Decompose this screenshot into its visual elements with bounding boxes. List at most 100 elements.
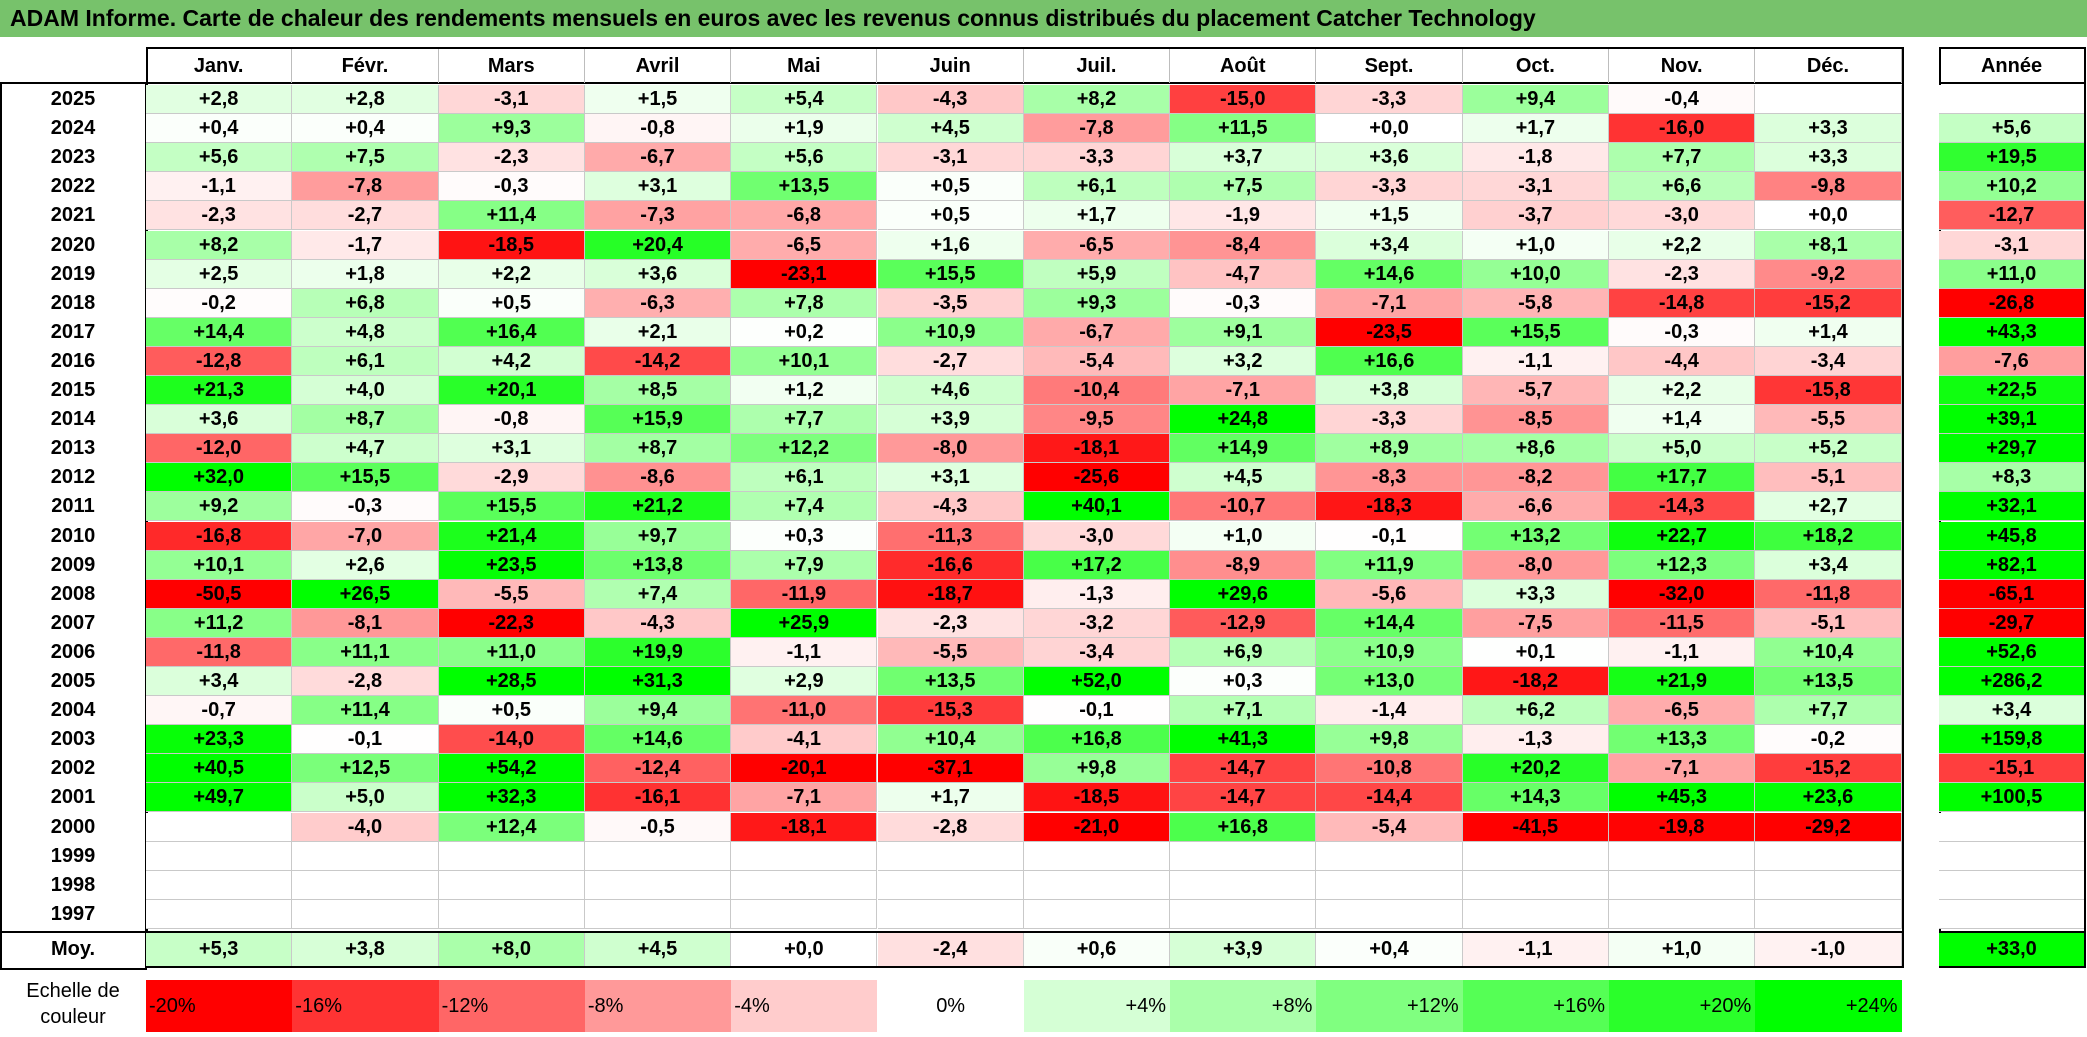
year-label: 2024 — [50, 117, 96, 140]
heatmap-cell: +9,3 — [1023, 288, 1171, 318]
heatmap-cell: -21,0 — [1023, 812, 1171, 842]
heatmap-cell: +40,5 — [146, 754, 293, 784]
month-header: Août — [1170, 49, 1317, 83]
heatmap-cell: -0,2 — [146, 288, 293, 318]
heatmap-cell: -5,5 — [438, 579, 585, 609]
heatmap-cell — [584, 841, 732, 871]
heatmap-cell: -18,5 — [1023, 783, 1171, 813]
annual-cell: -26,8 — [1939, 288, 2084, 318]
heatmap-cell: +7,5 — [1170, 172, 1317, 202]
heatmap-cell: -14,0 — [438, 725, 585, 755]
heatmap-cell: +15,5 — [877, 259, 1024, 289]
heatmap-cell: +21,4 — [438, 521, 585, 551]
heatmap-cell — [584, 899, 732, 929]
heatmap-cell — [1023, 870, 1171, 900]
heatmap-cell: +13,8 — [584, 550, 732, 580]
heatmap-cell: +11,4 — [438, 201, 585, 231]
heatmap-cell: +3,6 — [1316, 143, 1463, 173]
month-header: Avril — [585, 49, 732, 83]
heatmap-cell: +32,0 — [146, 463, 293, 493]
scale-step: +4% — [1023, 980, 1171, 1032]
heatmap-cell: +9,4 — [1462, 85, 1609, 115]
header-separator-annual — [1939, 82, 2084, 84]
heatmap-cell: +7,7 — [1609, 143, 1756, 173]
heatmap-cell — [1023, 841, 1171, 871]
heatmap-cell: -1,9 — [1170, 201, 1317, 231]
heatmap-cell — [292, 841, 439, 871]
heatmap-cell: -7,0 — [292, 521, 439, 551]
heatmap-cell: +14,6 — [584, 725, 732, 755]
heatmap-cell: -0,3 — [438, 172, 585, 202]
annual-cell: +5,6 — [1939, 114, 2084, 144]
heatmap-cell: +16,4 — [438, 317, 585, 347]
heatmap-cell: -14,4 — [1316, 783, 1463, 813]
heatmap-cell: +14,3 — [1462, 783, 1609, 813]
heatmap-cell: -2,9 — [438, 463, 585, 493]
heatmap-cell: +2,2 — [1609, 376, 1756, 406]
heatmap-cell — [731, 899, 878, 929]
heatmap-cell: -7,3 — [584, 201, 732, 231]
heatmap-cell: -11,3 — [877, 521, 1024, 551]
heatmap-cell — [1462, 841, 1609, 871]
average-separator — [0, 931, 1902, 933]
heatmap-cell: -1,3 — [1462, 725, 1609, 755]
average-cell: -2,4 — [877, 933, 1024, 966]
heatmap-cell: +1,8 — [292, 259, 439, 289]
heatmap-cell: +0,4 — [292, 114, 439, 144]
heatmap-cell: +13,0 — [1316, 667, 1463, 697]
year-label: 2002 — [50, 757, 96, 780]
heatmap-cell: -3,4 — [1023, 637, 1171, 667]
year-label: 2013 — [50, 437, 96, 460]
heatmap-cell: -12,4 — [584, 754, 732, 784]
heatmap-cell: +12,5 — [292, 754, 439, 784]
heatmap-cell: +7,1 — [1170, 696, 1317, 726]
heatmap-cell — [438, 841, 585, 871]
scale-step: -8% — [584, 980, 732, 1032]
month-header: Juin — [878, 49, 1024, 83]
heatmap-cell: +8,7 — [292, 405, 439, 435]
heatmap-cell: +14,6 — [1316, 259, 1463, 289]
scale-step: +24% — [1755, 980, 1902, 1032]
heatmap-cell: +9,7 — [584, 521, 732, 551]
heatmap-cell: +22,7 — [1609, 521, 1756, 551]
heatmap-cell — [731, 841, 878, 871]
heatmap-cell: +1,7 — [877, 783, 1024, 813]
heatmap-cell: -6,5 — [1023, 230, 1171, 260]
year-label: 2010 — [50, 524, 96, 547]
heatmap-cell: +13,2 — [1462, 521, 1609, 551]
heatmap-cell: -2,7 — [877, 346, 1024, 376]
heatmap-cell: +20,4 — [584, 230, 732, 260]
heatmap-cell: +8,1 — [1755, 230, 1902, 260]
scale-step: -4% — [731, 980, 878, 1032]
heatmap-cell: -16,1 — [584, 783, 732, 813]
heatmap-cell: +1,7 — [1023, 201, 1171, 231]
year-label: 2011 — [51, 495, 95, 518]
heatmap-cell: +8,2 — [1023, 85, 1171, 115]
scale-label-line2: couleur — [40, 1006, 106, 1028]
heatmap-cell: +31,3 — [584, 667, 732, 697]
heatmap-cell: -8,0 — [1462, 550, 1609, 580]
heatmap-cell: -7,1 — [1316, 288, 1463, 318]
heatmap-cell: -8,5 — [1462, 405, 1609, 435]
heatmap-cell: +12,2 — [731, 434, 878, 464]
month-header: Juil. — [1024, 49, 1171, 83]
heatmap-cell: +11,2 — [146, 608, 293, 638]
heatmap-cell: -8,4 — [1170, 230, 1317, 260]
heatmap-cell: -0,5 — [584, 812, 732, 842]
heatmap-cell: -6,3 — [584, 288, 732, 318]
heatmap-cell: -3,0 — [1609, 201, 1756, 231]
heatmap-cell — [1316, 899, 1463, 929]
heatmap-cell — [1462, 899, 1609, 929]
header-separator — [0, 82, 1902, 84]
annual-cell: +8,3 — [1939, 463, 2084, 493]
heatmap-cell: -3,3 — [1316, 172, 1463, 202]
heatmap-cell: +28,5 — [438, 667, 585, 697]
annual-cell: -12,7 — [1939, 201, 2084, 231]
heatmap-cell — [292, 899, 439, 929]
heatmap-cell: -15,2 — [1755, 754, 1902, 784]
heatmap-cell: -3,3 — [1023, 143, 1171, 173]
heatmap-cell: +2,7 — [1755, 492, 1902, 522]
heatmap-cell: +1,4 — [1609, 405, 1756, 435]
year-label: 2020 — [50, 233, 96, 256]
annual-cell: +11,0 — [1939, 259, 2084, 289]
